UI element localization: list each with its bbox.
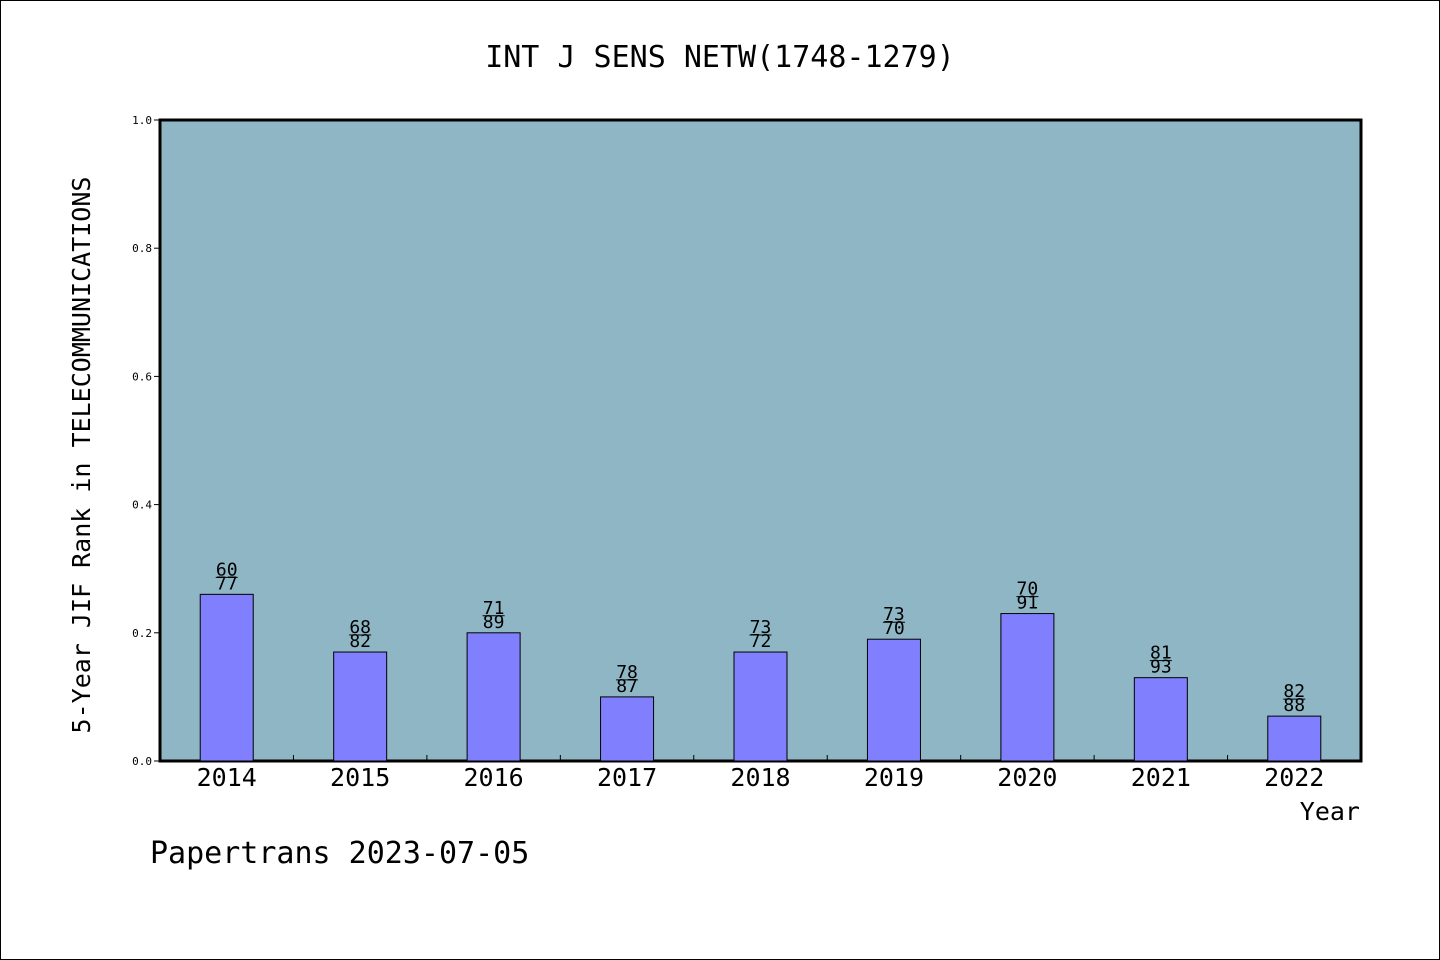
bar [333, 651, 388, 762]
footer-text: Papertrans 2023-07-05 [150, 836, 529, 871]
bar [733, 651, 788, 762]
y-tick-label: 0.4 [132, 499, 152, 512]
x-tick-label: 2022 [1264, 763, 1324, 792]
bar [866, 638, 921, 762]
bar-rank-label: 71 [483, 598, 505, 619]
bar [600, 696, 655, 762]
y-axis: 0.0 0.2 0.4 0.6 0.8 1.0 [132, 114, 160, 768]
y-tick-label: 0.6 [132, 370, 152, 383]
y-tick-label: 0.0 [132, 755, 152, 768]
x-tick-label: 2020 [997, 763, 1057, 792]
bar [466, 632, 521, 762]
y-tick-label: 1.0 [132, 114, 152, 127]
x-tick-label: 2016 [464, 763, 524, 792]
bar-total-label: 70 [883, 618, 905, 639]
bar [1133, 677, 1188, 762]
bar-total-label: 89 [483, 612, 505, 633]
x-tick-label: 2015 [330, 763, 390, 792]
x-tick-label: 2018 [730, 763, 790, 792]
bar [1267, 715, 1322, 762]
chart-title: INT J SENS NETW(1748-1279) [485, 40, 955, 75]
x-tick-label: 2021 [1131, 763, 1191, 792]
x-tick-label: 2019 [864, 763, 924, 792]
x-tick-label: 2014 [197, 763, 257, 792]
bar-total-label: 82 [349, 631, 371, 652]
bar-rank-label: 73 [883, 604, 905, 625]
bar [199, 593, 254, 762]
y-tick-label: 0.2 [132, 627, 152, 640]
bar-rank-label: 82 [1283, 681, 1305, 702]
bar [1000, 613, 1055, 762]
bar-total-label: 93 [1150, 657, 1172, 678]
bar-rank-label: 68 [349, 617, 371, 638]
x-tick-label: 2017 [597, 763, 657, 792]
bar-rank-label: 60 [216, 559, 238, 580]
bar-total-label: 87 [616, 676, 638, 697]
bar-total-label: 91 [1017, 593, 1039, 614]
bar-series [199, 593, 1322, 762]
bar-rank-label: 81 [1150, 643, 1172, 664]
y-axis-label: 5-Year JIF Rank in TELECOMMUNICATIONS [67, 177, 96, 734]
bar-rank-label: 78 [616, 662, 638, 683]
y-tick-label: 0.8 [132, 242, 152, 255]
x-axis: 2014 2015 2016 2017 2018 2019 2020 2021 2022 [197, 755, 1324, 792]
bar-rank-label: 70 [1017, 579, 1039, 600]
bar-total-label: 72 [750, 631, 772, 652]
bar-total-label: 88 [1283, 695, 1305, 716]
bar-rank-label: 73 [750, 617, 772, 638]
x-axis-label: Year [1300, 797, 1360, 826]
bar-total-label: 77 [216, 573, 238, 594]
